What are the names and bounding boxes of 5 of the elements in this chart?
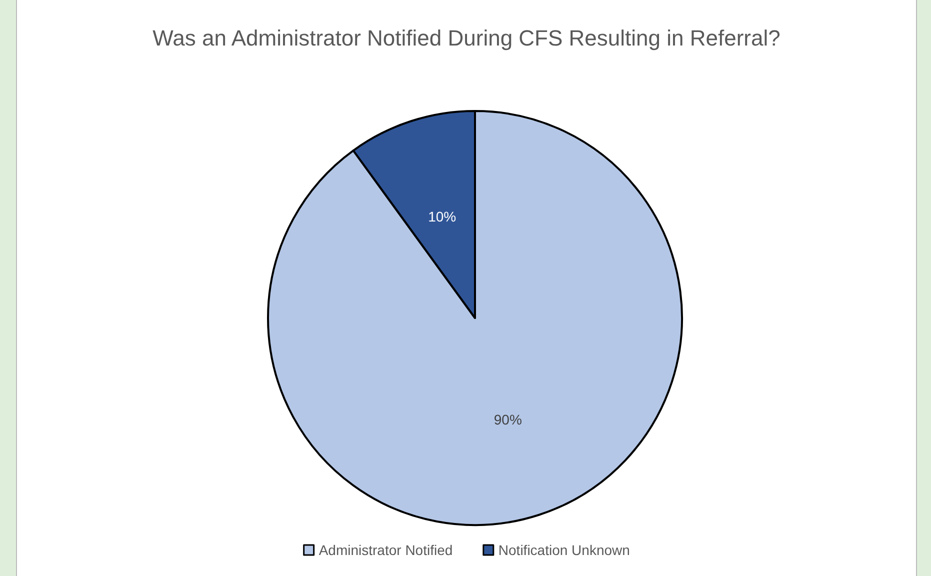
legend-label: Notification Unknown bbox=[498, 542, 630, 558]
data-label: 90% bbox=[494, 411, 522, 428]
data-label: 10% bbox=[428, 208, 456, 225]
chart-title: Was an Administrator Notified During CFS Resulting in Referral? bbox=[152, 26, 780, 50]
legend-label: Administrator Notified bbox=[318, 542, 453, 558]
